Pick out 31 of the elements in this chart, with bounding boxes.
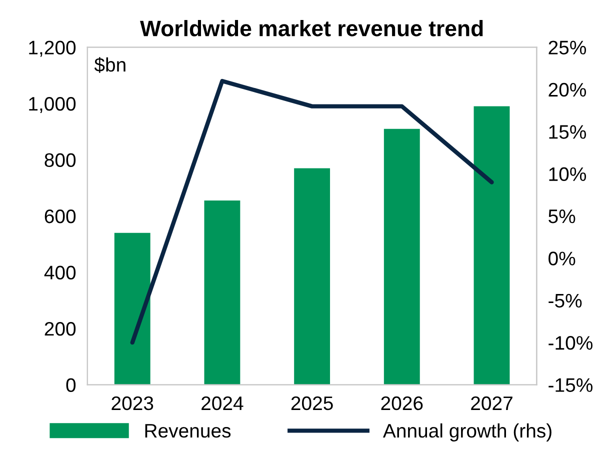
y2-tick-label: 25% bbox=[548, 40, 586, 54]
x-tick-label: 2024 bbox=[202, 396, 244, 410]
x-tick-label: 2027 bbox=[471, 396, 512, 410]
x-tick-label: 2025 bbox=[291, 396, 333, 410]
x-tick-label: 2023 bbox=[112, 396, 154, 410]
y2-tick-label: 15% bbox=[549, 125, 586, 139]
y2-tick-label: 0% bbox=[548, 252, 576, 266]
chart-title: Worldwide market revenue trend bbox=[140, 20, 483, 36]
y-tick-label: 1,200 bbox=[29, 40, 76, 57]
y-tick-label: 800 bbox=[44, 153, 76, 167]
y-tick-label: 0 bbox=[66, 378, 76, 392]
y2-tick-label: -15% bbox=[548, 378, 592, 392]
y-tick-label: 200 bbox=[44, 322, 76, 336]
bar bbox=[384, 128, 420, 385]
line-series bbox=[130, 78, 494, 345]
x-tick-label: 2026 bbox=[381, 396, 423, 410]
y-tick-label: 1,000 bbox=[29, 96, 76, 114]
y-tick-label: 400 bbox=[44, 266, 76, 280]
bar bbox=[114, 232, 150, 385]
legend-label: Annual growth (rhs) bbox=[382, 423, 552, 442]
bar bbox=[204, 200, 240, 385]
y-tick-label: 600 bbox=[44, 209, 76, 224]
y2-tick-label: 5% bbox=[548, 210, 576, 224]
bar bbox=[474, 106, 510, 385]
bar bbox=[294, 168, 330, 385]
y2-tick-label: 10% bbox=[549, 167, 586, 182]
legend-label: Revenues bbox=[145, 424, 231, 438]
y2-tick-label: -10% bbox=[548, 336, 592, 350]
y2-tick-label: 20% bbox=[548, 82, 586, 97]
y2-tick-label: -5% bbox=[548, 294, 582, 308]
annotation: $bn bbox=[94, 57, 126, 73]
